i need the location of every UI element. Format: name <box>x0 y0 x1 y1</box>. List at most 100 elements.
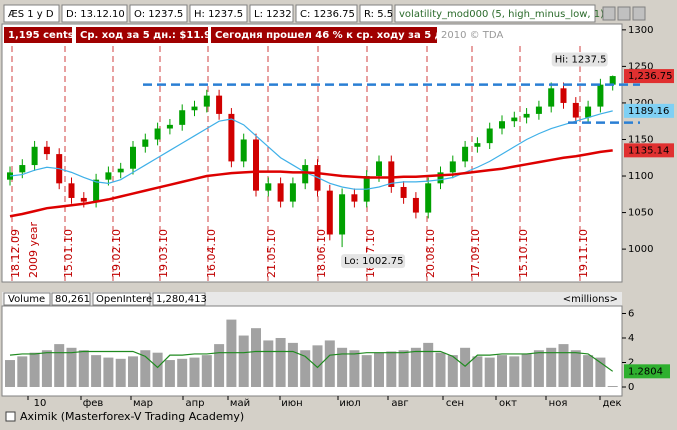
candle-body <box>523 113 530 118</box>
volume-bar <box>287 342 298 387</box>
volume-bar <box>103 357 114 387</box>
icon-button[interactable] <box>632 6 646 21</box>
volume-bar <box>177 358 188 387</box>
candle-body <box>203 95 210 107</box>
volume-bar <box>570 350 581 387</box>
date: D: 13.12.10 <box>66 9 125 20</box>
candle-body <box>31 146 38 166</box>
candle-body <box>499 121 505 129</box>
candle-body <box>253 139 259 191</box>
date-marker: 19.03.10 <box>157 229 170 278</box>
volume-bar <box>17 356 28 387</box>
candle-body <box>166 124 173 129</box>
volume-bar <box>312 345 323 387</box>
moving-average <box>9 110 613 190</box>
volume-bar <box>386 351 397 387</box>
volume-value: 80,261 <box>55 294 90 305</box>
candle-body <box>216 95 223 114</box>
x-tick-label: окт <box>499 398 517 409</box>
footer-icon <box>5 411 16 422</box>
candle-body <box>179 110 186 125</box>
x-tick-label: авг <box>391 398 408 409</box>
moving-average <box>9 149 613 218</box>
y-tick-label: 1100 <box>628 171 653 182</box>
x-tick-label: апр <box>185 398 204 409</box>
volume-bar <box>361 355 372 387</box>
high: H: 1237.5 <box>194 9 243 20</box>
last-value-label: 1.2804 <box>628 366 663 377</box>
info-box <box>4 27 72 43</box>
study: volatility_mod000 (5, high_minus_low, 1) <box>399 9 604 20</box>
candle-body <box>68 183 75 198</box>
volume-bar <box>533 350 544 387</box>
x-tick-label: май <box>230 398 250 409</box>
candle-body <box>326 190 333 235</box>
toolbar: ÆS 1 y D D: 13.12.10 O: 1237.5 H: 1237.5… <box>3 4 646 23</box>
x-tick-label: июл <box>339 398 360 409</box>
cents: 1,195 cents <box>8 30 74 41</box>
candle-body <box>449 161 456 173</box>
candle-body <box>289 183 296 202</box>
x-tick-label: 10 <box>34 398 47 409</box>
y-tick-label: 1050 <box>628 208 653 219</box>
volume-bar <box>435 352 446 387</box>
icon-button[interactable] <box>617 6 631 21</box>
candle-body <box>43 146 50 155</box>
low: L: 1232 <box>254 9 292 20</box>
volume-bar <box>115 358 126 387</box>
volume-bar <box>509 356 520 387</box>
units: <millions> <box>563 294 618 305</box>
field[interactable] <box>3 4 60 23</box>
volume-bar <box>472 356 483 387</box>
y-tick-label: 1250 <box>628 61 653 72</box>
candle-body <box>154 128 161 140</box>
field <box>359 4 393 23</box>
field <box>129 4 188 23</box>
last-value-box <box>624 364 670 379</box>
volume-bar <box>484 357 495 387</box>
oi-value: 1,280,413 <box>156 294 207 305</box>
volume-bar <box>349 350 360 387</box>
volume-bar <box>78 350 89 387</box>
candle-body <box>548 88 555 107</box>
volume-bar <box>337 347 348 387</box>
field <box>249 4 294 23</box>
avg-range: Ср. ход за 5 дн.: $11.95 <box>80 30 218 41</box>
y-tick-label: 6 <box>628 308 634 319</box>
candle-body <box>474 143 481 147</box>
volume-bar <box>558 344 569 387</box>
last-value-box <box>624 143 674 158</box>
volume-bar <box>5 360 15 387</box>
volume-bar <box>521 353 532 387</box>
last-value-label: 1,236.75 <box>628 71 673 82</box>
volume-bar <box>214 344 225 387</box>
price-panel: 18.12.09 2009 year 15.01.10 19.02.10 19.03.1… <box>7 25 674 281</box>
icon-button[interactable] <box>602 6 616 21</box>
oi-title: OpenInterest <box>96 294 161 305</box>
candle-body <box>437 172 444 184</box>
candle-body <box>105 172 112 180</box>
volume-bar <box>324 340 335 387</box>
date-marker: 2009 year <box>27 221 40 278</box>
info-row: 1,195 cents Ср. ход за 5 дн.: $11.95 Сег… <box>4 27 503 43</box>
volume-bar <box>128 356 138 387</box>
volume-title: Volume <box>8 294 45 305</box>
candle-body <box>609 76 616 85</box>
candle-body <box>511 117 518 122</box>
date-marker: 15.10.10 <box>517 229 530 278</box>
volume-bar <box>66 347 77 387</box>
y-tick-label: 1300 <box>628 25 653 36</box>
volume-bar <box>91 355 102 387</box>
candle-body <box>585 106 592 118</box>
footer: Aximik (Masterforex-V Trading Academy) <box>20 410 244 423</box>
field[interactable] <box>394 4 596 23</box>
y-tick-label: 1000 <box>628 244 653 255</box>
field <box>61 4 128 23</box>
y-tick-label: 0 <box>628 382 634 393</box>
volume-bar <box>164 360 175 387</box>
volume-bar <box>398 350 409 387</box>
date-marker: 16.07.10 <box>364 229 377 278</box>
candle-body <box>412 197 419 213</box>
today: Сегодня прошел 46 % к ср. ходу за 5 дн. <box>215 30 453 41</box>
